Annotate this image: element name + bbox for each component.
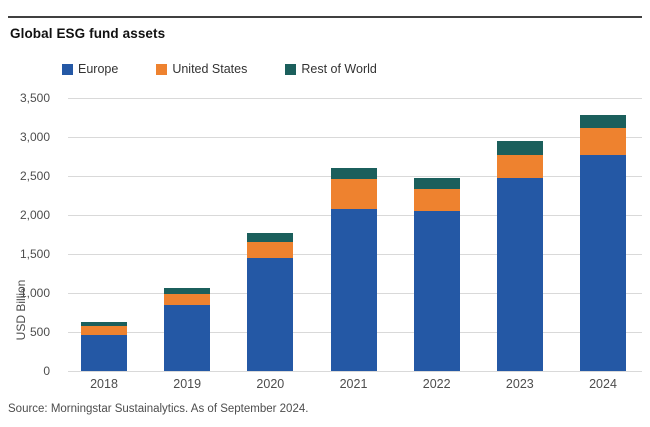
x-tick-label-2022: 2022	[422, 377, 451, 391]
bar-2020	[247, 233, 294, 371]
legend-swatch-europe	[62, 63, 73, 75]
y-tick-label: 0	[43, 364, 50, 378]
bar-segment-2021-europe	[330, 209, 377, 371]
bar-segment-2024-europe	[580, 154, 626, 371]
bar-segment-2019-rest-of-world	[164, 288, 211, 295]
legend-swatch-rest-of-world	[285, 63, 297, 75]
bar-segment-2022-united-states	[413, 189, 460, 211]
bar-segment-2021-rest-of-world	[330, 168, 377, 180]
bar-segment-2022-europe	[413, 210, 460, 371]
legend-label: Europe	[78, 62, 119, 76]
bar-2019	[164, 288, 211, 371]
x-tick-label-2024: 2024	[589, 377, 617, 391]
bar-segment-2020-europe	[247, 257, 294, 371]
gridline-0	[68, 370, 642, 372]
legend-label: Rest of World	[301, 62, 377, 76]
bar-2021	[330, 168, 377, 371]
x-tick-label-2019: 2019	[173, 377, 202, 391]
y-tick-label: 3,500	[19, 91, 50, 105]
bar-segment-2023-rest-of-world	[496, 141, 543, 155]
gridline-3000	[68, 136, 642, 138]
x-tick-label-2021: 2021	[339, 377, 368, 391]
y-tick-label: 1,500	[19, 247, 50, 261]
bar-segment-2018-europe	[81, 335, 127, 371]
y-tick-label: 500	[29, 325, 50, 339]
x-tick-label-2023: 2023	[505, 377, 534, 391]
plot-area: 0 500 1,000 1,500 2,000 2,500 3,000 3,500	[20, 92, 642, 377]
bar-2024	[580, 115, 626, 371]
chart-title: Global ESG fund assets	[10, 26, 166, 41]
gridline-3500	[68, 97, 642, 99]
y-tick-label: 1,000	[19, 286, 50, 300]
bar-segment-2022-rest-of-world	[413, 178, 460, 190]
bar-segment-2023-europe	[496, 177, 543, 371]
top-rule	[8, 16, 642, 18]
bar-2022	[413, 178, 460, 371]
legend-item-united-states: United States	[156, 62, 247, 76]
bar-segment-2020-rest-of-world	[247, 233, 294, 243]
bar-segment-2023-united-states	[496, 154, 543, 178]
bar-2023	[496, 141, 543, 371]
legend-item-europe: Europe	[62, 62, 118, 76]
bar-segment-2018-rest-of-world	[81, 322, 127, 327]
bar-segment-2021-united-states	[330, 179, 377, 210]
legend-item-rest-of-world: Rest of World	[285, 62, 377, 76]
bar-2018	[81, 322, 127, 371]
bar-segment-2019-europe	[164, 305, 211, 371]
legend: Europe United States Rest of World	[62, 62, 377, 76]
legend-swatch-united-states	[156, 63, 168, 75]
x-tick-label-2020: 2020	[256, 377, 285, 391]
y-tick-label: 3,000	[19, 130, 50, 144]
y-tick-label: 2,500	[19, 169, 50, 183]
source-note: Source: Morningstar Sustainalytics. As o…	[8, 403, 309, 415]
y-tick-label: 2,000	[19, 208, 50, 222]
x-tick-label-2018: 2018	[90, 377, 118, 391]
bar-segment-2019-united-states	[164, 294, 211, 306]
bar-segment-2024-united-states	[580, 128, 626, 155]
y-axis-label: USD Billion	[14, 279, 28, 341]
bar-segment-2018-united-states	[81, 326, 127, 336]
bar-segment-2024-rest-of-world	[580, 115, 626, 129]
bar-segment-2020-united-states	[247, 242, 294, 258]
legend-label: United States	[172, 62, 248, 76]
